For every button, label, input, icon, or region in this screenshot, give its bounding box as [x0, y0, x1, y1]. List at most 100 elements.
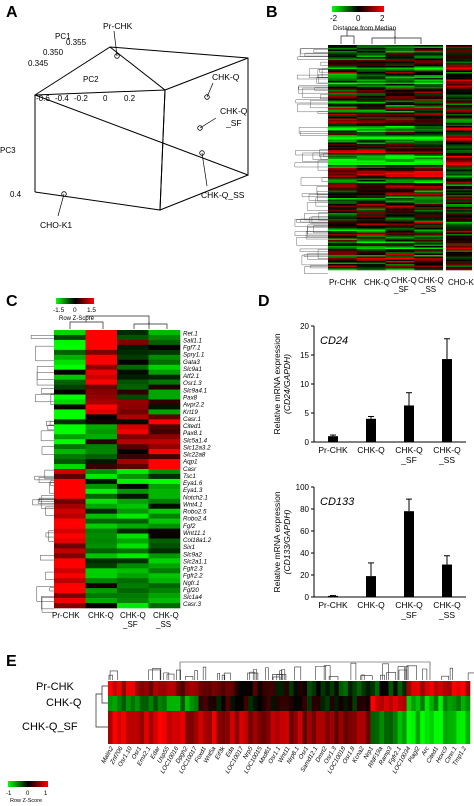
- heatmap-b-cell: [356, 130, 386, 133]
- heatmap-c-cell: [85, 344, 118, 351]
- dendrogram-c-branch: [48, 530, 54, 542]
- heatmap-b-cell: [385, 241, 415, 244]
- heatmap-b-cell: [356, 265, 386, 268]
- dendrogram-c-branch: [48, 482, 54, 494]
- panel-b-legend-tick-0: -2: [330, 14, 338, 23]
- heatmap-e-cell: [275, 681, 281, 696]
- heatmap-b-cell: [414, 204, 444, 206]
- panel-c-legend-title: Row Z-Score: [59, 316, 95, 322]
- heatmap-c-cell: [85, 424, 118, 430]
- dendrogram-e-branch: [185, 676, 194, 680]
- heatmap-b-cho-cell: [446, 132, 472, 134]
- heatmap-e-cell: [393, 711, 398, 744]
- heatmap-c-cell: [85, 533, 118, 539]
- heatmap-b-cell: [328, 187, 358, 190]
- heatmap-b-cho-cell: [446, 153, 472, 155]
- dendrogram-b-branch: [315, 197, 328, 207]
- heatmap-b-cho-cell: [446, 220, 472, 223]
- heatmap-b-cho-cell: [446, 199, 472, 202]
- heatmap-b-cho-cell: [446, 202, 472, 205]
- dendrogram-b-branch: [317, 191, 328, 202]
- heatmap-b-cell: [356, 52, 386, 55]
- heatmap-c-cell: [117, 444, 149, 450]
- heatmap-b-cell: [414, 241, 444, 244]
- heatmap-b-cell: [356, 58, 386, 61]
- pca-label-chk-q-sf-line2: _SF: [225, 118, 242, 128]
- dendrogram-b-branch: [313, 225, 328, 234]
- heatmap-b-cell: [385, 216, 415, 218]
- heatmap-b-cho-cell: [446, 124, 472, 127]
- heatmap-b-cell: [356, 225, 386, 227]
- heatmap-b-cho-cell: [446, 217, 472, 220]
- heatmap-b-cell: [328, 138, 358, 140]
- y-tick-label: 0: [305, 593, 310, 602]
- heatmap-b-cell: [356, 192, 386, 194]
- dendrogram-e-branch: [109, 670, 118, 680]
- gene-label-c: Slc12a3.2: [183, 444, 211, 451]
- heatmap-e-cell: [343, 711, 349, 744]
- heatmap-b-cell: [385, 61, 415, 64]
- heatmap-b-cell: [414, 252, 444, 254]
- gene-label-c: Col18a1.2: [183, 537, 212, 544]
- heatmap-c-cell: [117, 513, 149, 519]
- heatmap-b-cell: [414, 130, 444, 133]
- heatmap-b-cell: [385, 168, 415, 170]
- heatmap-b-cell: [385, 156, 415, 158]
- heatmap-b-cell: [385, 228, 415, 230]
- heatmap-b-cell: [328, 129, 358, 131]
- heatmap-b-cell: [356, 244, 386, 247]
- heatmap-b-cell: [356, 55, 386, 58]
- heatmap-c-cell: [54, 473, 86, 480]
- pc2-tick-1: -0.4: [55, 94, 69, 103]
- dendrogram-b-branch: [302, 87, 328, 98]
- heatmap-c-cell: [117, 394, 149, 400]
- heatmap-e-cell: [365, 696, 371, 711]
- heatmap-b-cho-cell: [446, 135, 472, 137]
- heatmap-b-cell: [328, 87, 358, 89]
- heatmap-e-cell: [334, 681, 340, 696]
- heatmap-b-cho-cell: [446, 117, 472, 119]
- heatmap-b-cell: [414, 190, 444, 193]
- heatmap-b-cell: [385, 118, 415, 121]
- heatmap-c-cell: [85, 473, 118, 480]
- heatmap-e-cell: [361, 711, 367, 744]
- heatmap-b-cho-cell: [446, 196, 472, 199]
- heatmap-e-cell: [112, 711, 118, 744]
- heatmap-b-cell: [328, 78, 358, 80]
- heatmap-c-cell: [148, 344, 181, 351]
- heatmap-b-cell: [385, 114, 415, 116]
- heatmap-b-cho-cell: [446, 219, 472, 221]
- heatmap-e-cell: [135, 711, 140, 744]
- dendrogram-c-branch: [37, 498, 54, 504]
- heatmap-e-cell: [456, 681, 462, 696]
- heatmap-e-cell: [148, 696, 154, 711]
- dendrogram-b-branch: [299, 48, 328, 57]
- heatmap-b-cell: [414, 250, 444, 253]
- heatmap-b-cell: [356, 82, 386, 85]
- heatmap-b-cell: [328, 210, 358, 212]
- heatmap-b-cell: [328, 144, 358, 146]
- heatmap-e-cell: [157, 681, 163, 696]
- heatmap-b-cell: [414, 268, 444, 271]
- heatmap-e-cell: [108, 681, 113, 696]
- panel-c-col-label-1: CHK-Q: [88, 611, 114, 620]
- heatmap-c-cell: [117, 399, 149, 405]
- heatmap-b-cell: [328, 217, 358, 220]
- heatmap-b-cell: [356, 126, 386, 128]
- heatmap-b-cell: [328, 88, 358, 91]
- gene-label-c: Wnt4.1: [183, 501, 203, 508]
- dendrogram-b-branch: [298, 127, 328, 134]
- heatmap-b-cho-cell: [446, 151, 472, 154]
- heatmap-b-cho-cell: [446, 46, 472, 49]
- heatmap-b-cell: [356, 241, 386, 244]
- heatmap-c-cell: [117, 508, 149, 514]
- heatmap-b-cell: [356, 162, 386, 164]
- heatmap-b-cell: [356, 198, 386, 200]
- heatmap-e-cell: [162, 681, 168, 696]
- heatmap-b-cho-cell: [446, 256, 472, 259]
- heatmap-b-cell: [414, 126, 444, 128]
- bar: [442, 359, 452, 442]
- heatmap-b-cell: [385, 106, 415, 109]
- heatmap-c-cell: [54, 543, 86, 549]
